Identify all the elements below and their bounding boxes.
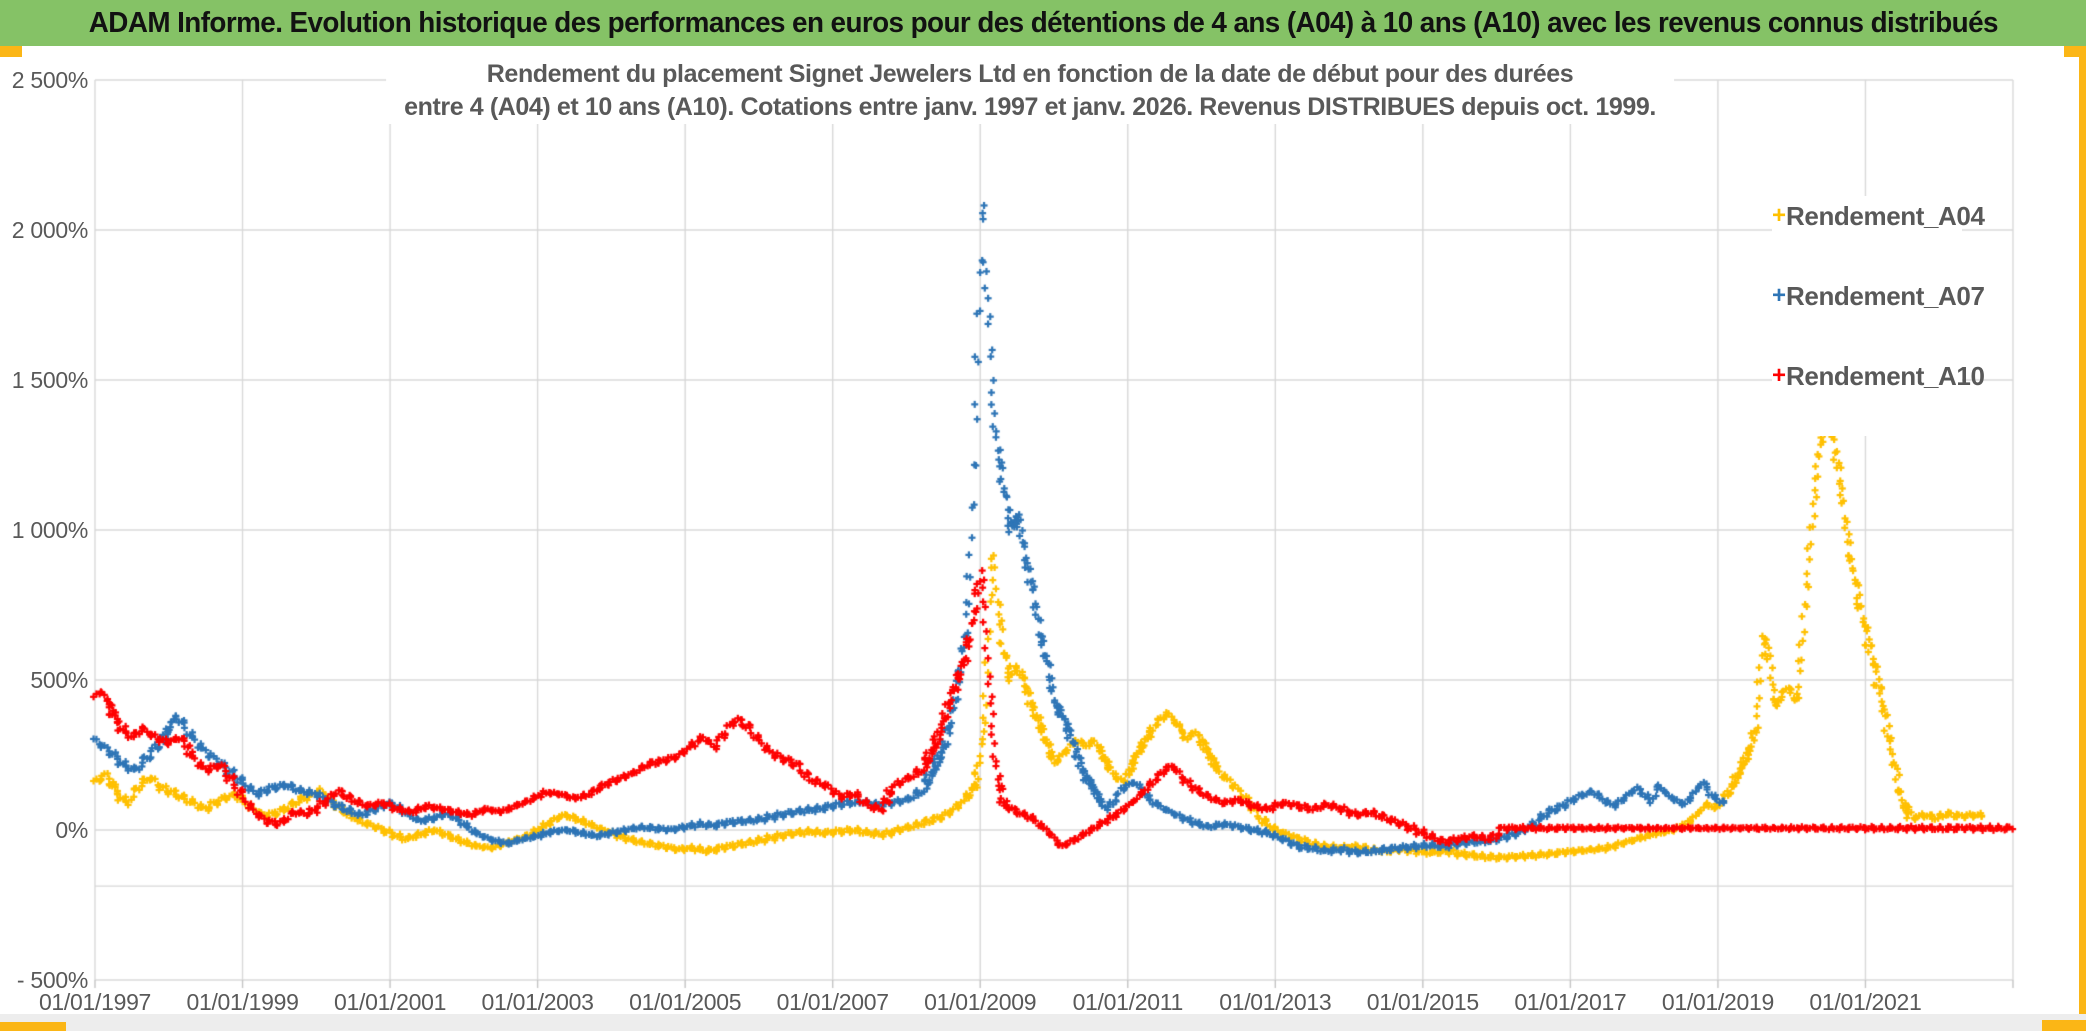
y-axis-label: - 500% bbox=[16, 967, 88, 993]
legend-label-a07: Rendement_A07 bbox=[1786, 280, 1985, 311]
x-axis-label: 01/01/2021 bbox=[1809, 989, 1922, 1015]
legend-label-a04: Rendement_A04 bbox=[1786, 200, 1985, 231]
x-axis-label: 01/01/2005 bbox=[629, 989, 742, 1015]
x-axis-label: 01/01/1999 bbox=[186, 989, 299, 1015]
x-axis-label: 01/01/2017 bbox=[1514, 989, 1627, 1015]
plus-marker-icon: + bbox=[1772, 282, 1787, 309]
chart-legend: + Rendement_A04 + Rendement_A07 + Rendem… bbox=[1772, 196, 1985, 436]
x-axis-label: 01/01/2007 bbox=[776, 989, 889, 1015]
x-axis-label: 01/01/2019 bbox=[1661, 989, 1774, 1015]
chart-title: Rendement du placement Signet Jewelers L… bbox=[386, 58, 1674, 124]
chart-title-line1: Rendement du placement Signet Jewelers L… bbox=[486, 60, 1574, 88]
accent-bottom-left-bar bbox=[0, 1022, 66, 1031]
y-axis-label: 0% bbox=[55, 817, 88, 843]
chart-plot-area bbox=[0, 46, 2086, 1031]
bottom-strip bbox=[0, 1014, 2086, 1031]
header-banner: ADAM Informe. Evolution historique des p… bbox=[0, 0, 2086, 46]
legend-item-a04: + Rendement_A04 bbox=[1772, 196, 1985, 236]
legend-item-a07: + Rendement_A07 bbox=[1772, 276, 1985, 316]
y-axis-label: 2 500% bbox=[11, 67, 89, 93]
y-axis-label: 1 500% bbox=[11, 367, 89, 393]
x-axis-label: 01/01/2009 bbox=[924, 989, 1037, 1015]
x-axis-label: 01/01/2001 bbox=[334, 989, 447, 1015]
y-axis-label: 1 000% bbox=[11, 517, 89, 543]
x-axis-label: 01/01/2011 bbox=[1072, 989, 1184, 1015]
plus-marker-icon: + bbox=[1772, 202, 1787, 229]
y-axis-label: 500% bbox=[30, 667, 88, 693]
x-axis-label: 01/01/2015 bbox=[1366, 989, 1479, 1015]
legend-label-a10: Rendement_A10 bbox=[1786, 360, 1985, 391]
header-title: ADAM Informe. Evolution historique des p… bbox=[88, 6, 1998, 39]
legend-item-a10: + Rendement_A10 bbox=[1772, 356, 1985, 396]
y-axis-label: 2 000% bbox=[11, 217, 89, 243]
x-axis-label: 01/01/1997 bbox=[38, 989, 152, 1015]
x-axis-label: 01/01/2013 bbox=[1219, 989, 1332, 1015]
plus-marker-icon: + bbox=[1772, 362, 1787, 389]
x-axis-label: 01/01/2003 bbox=[481, 989, 594, 1015]
accent-bottom-right-corner bbox=[2042, 1020, 2086, 1031]
chart-title-line2: entre 4 (A04) et 10 ans (A10). Cotations… bbox=[404, 93, 1656, 121]
